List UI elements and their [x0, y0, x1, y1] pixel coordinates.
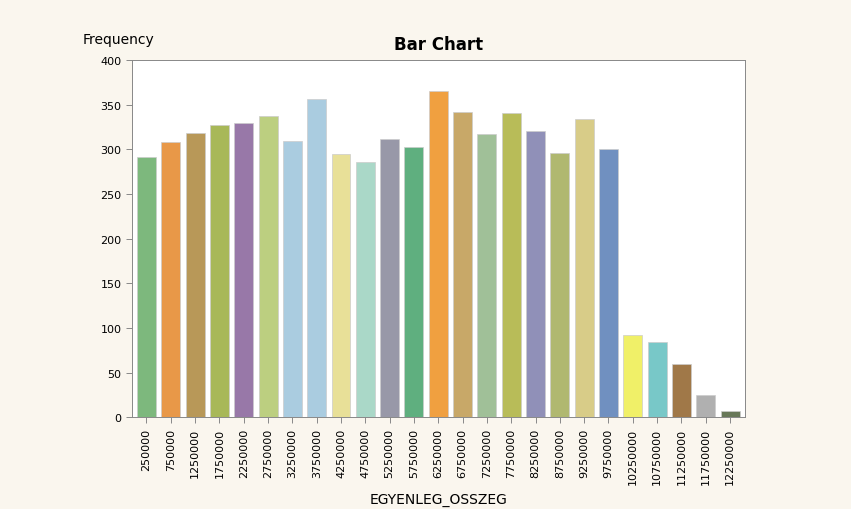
- Bar: [307, 99, 326, 417]
- Bar: [162, 143, 180, 417]
- Bar: [721, 411, 740, 417]
- Bar: [332, 155, 351, 417]
- Bar: [648, 343, 666, 417]
- Bar: [672, 364, 691, 417]
- X-axis label: EGYENLEG_OSSZEG: EGYENLEG_OSSZEG: [369, 492, 507, 506]
- Bar: [210, 126, 229, 417]
- Bar: [137, 158, 156, 417]
- Title: Bar Chart: Bar Chart: [394, 36, 483, 54]
- Bar: [599, 149, 618, 417]
- Bar: [502, 114, 521, 417]
- Bar: [283, 142, 302, 417]
- Bar: [404, 148, 424, 417]
- Bar: [696, 395, 715, 417]
- Bar: [234, 123, 254, 417]
- Bar: [259, 117, 277, 417]
- Bar: [356, 163, 374, 417]
- Bar: [453, 113, 472, 417]
- Text: Frequency: Frequency: [83, 33, 155, 47]
- Bar: [623, 335, 643, 417]
- Bar: [574, 120, 594, 417]
- Bar: [551, 154, 569, 417]
- Bar: [526, 131, 545, 417]
- Bar: [429, 92, 448, 417]
- Bar: [186, 134, 204, 417]
- Bar: [380, 139, 399, 417]
- Bar: [477, 135, 496, 417]
